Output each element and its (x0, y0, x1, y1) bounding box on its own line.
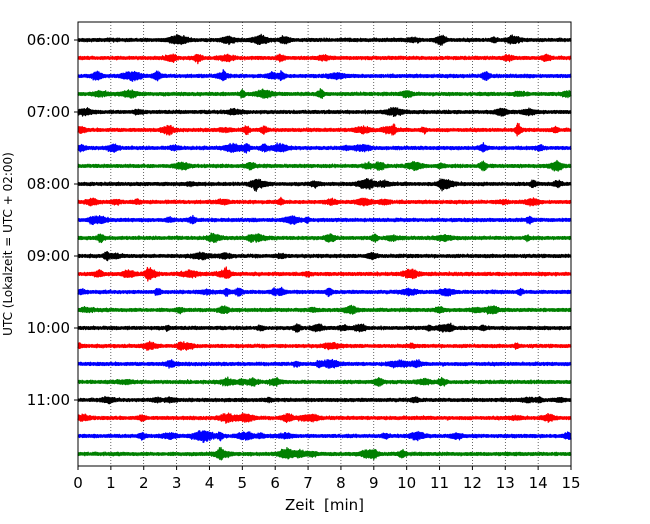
y-tick-label: 07:00 (27, 103, 70, 121)
x-tick-label: 14 (529, 474, 548, 492)
trace-1030 (77, 358, 572, 369)
x-tick-label: 11 (430, 474, 449, 492)
trace-1130 (77, 430, 572, 444)
trace-1115 (77, 412, 572, 424)
trace-1015 (77, 340, 572, 351)
y-tick-label: 08:00 (27, 175, 70, 193)
trace-0915 (77, 266, 572, 282)
y-tick-label: 06:00 (27, 31, 70, 49)
trace-0645 (77, 88, 572, 99)
x-tick-label: 0 (73, 474, 83, 492)
x-tick-label: 1 (106, 474, 116, 492)
x-tick-label: 5 (238, 474, 248, 492)
trace-layer (77, 33, 572, 461)
trace-0615 (77, 53, 572, 65)
x-tick-label: 4 (205, 474, 215, 492)
trace-0730 (77, 142, 572, 154)
trace-0815 (77, 196, 572, 207)
trace-0715 (77, 122, 572, 137)
trace-0900 (77, 251, 572, 262)
trace-0930 (77, 286, 572, 298)
trace-0700 (77, 106, 572, 118)
trace-1100 (77, 395, 572, 405)
x-tick-label: 9 (369, 474, 379, 492)
trace-0830 (77, 214, 572, 226)
trace-0945 (77, 304, 572, 315)
x-tick-label: 7 (303, 474, 313, 492)
trace-0630 (77, 69, 572, 82)
x-axis: 0 1 2 3 4 5 6 7 8 9 10 11 12 13 14 15 (73, 466, 581, 492)
x-tick-label: 2 (139, 474, 149, 492)
y-tick-label: 11:00 (27, 391, 70, 409)
y-tick-label: 10:00 (27, 319, 70, 337)
trace-0600 (77, 33, 572, 46)
grid-layer (110, 22, 539, 466)
x-tick-label: 15 (561, 474, 580, 492)
trace-1145 (77, 446, 572, 461)
y-tick-label: 09:00 (27, 247, 70, 265)
x-tick-label: 6 (270, 474, 280, 492)
trace-0845 (77, 232, 572, 244)
x-tick-label: 8 (336, 474, 346, 492)
x-tick-label: 13 (496, 474, 515, 492)
x-tick-label: 10 (397, 474, 416, 492)
x-axis-label: Zeit [min] (285, 496, 364, 514)
x-tick-label: 3 (172, 474, 182, 492)
trace-1045 (77, 376, 572, 387)
trace-1000 (77, 322, 572, 333)
x-tick-label: 12 (463, 474, 482, 492)
trace-0800 (77, 178, 572, 192)
y-axis-label: UTC (Lokalzeit = UTC + 02:00) (1, 152, 15, 336)
y-axis: 06:00 07:00 08:00 09:00 10:00 11:00 (27, 31, 78, 409)
plot-frame (77, 21, 572, 467)
trace-0745 (77, 159, 572, 172)
